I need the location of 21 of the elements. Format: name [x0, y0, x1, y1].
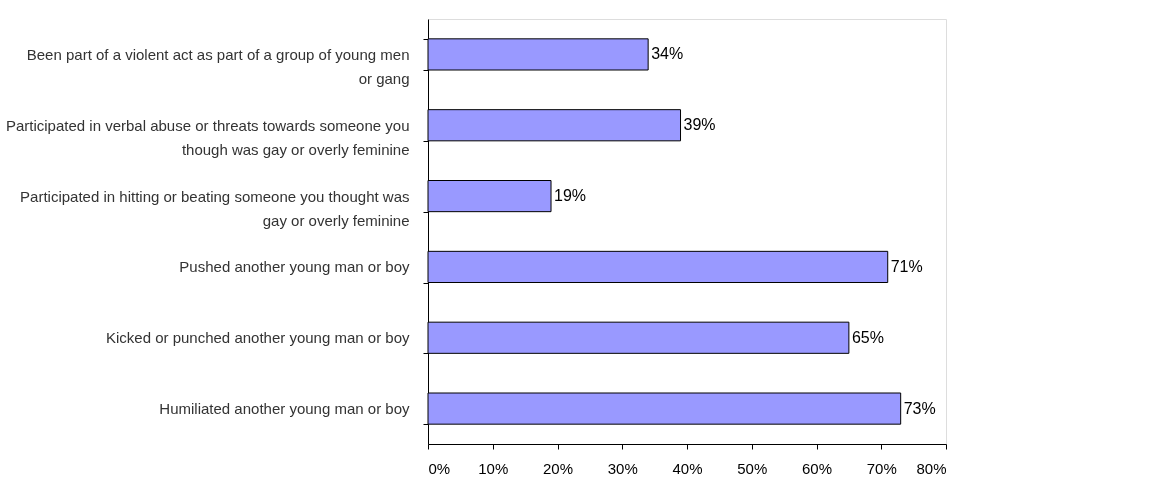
- y-tick-label: Humiliated another young man or boy: [159, 400, 410, 418]
- x-tick-label: 30%: [607, 459, 638, 477]
- data-label: 65%: [851, 328, 884, 346]
- x-tick-label: 20%: [542, 459, 574, 477]
- x-tick-label: 40%: [672, 459, 703, 477]
- x-tick-label: 80%: [916, 459, 947, 477]
- data-label: 71%: [890, 257, 923, 275]
- x-tick-label: 0%: [428, 459, 451, 477]
- y-tick-label: Participated in verbal abuse or threats towards someone you though was gay or overly feminine: [5, 116, 410, 158]
- data-label: 19%: [554, 187, 587, 205]
- x-tick-label: 70%: [866, 459, 897, 477]
- data-label: 73%: [903, 399, 936, 417]
- y-tick-label: Been part of a violent act as part of a group of young men or gang: [26, 45, 410, 87]
- x-tick-label: 10%: [478, 459, 509, 477]
- x-tick-label: 60%: [801, 459, 833, 477]
- x-tick-label: 50%: [737, 459, 768, 477]
- data-label: 34%: [651, 45, 684, 63]
- y-tick-label: Kicked or punched another young man or boy: [105, 329, 410, 347]
- data-label: 39%: [683, 116, 716, 134]
- y-tick-label: Pushed another young man or boy: [179, 258, 410, 276]
- y-tick-label: Participated in hitting or beating someone you thought was gay or overly feminine: [20, 187, 410, 229]
